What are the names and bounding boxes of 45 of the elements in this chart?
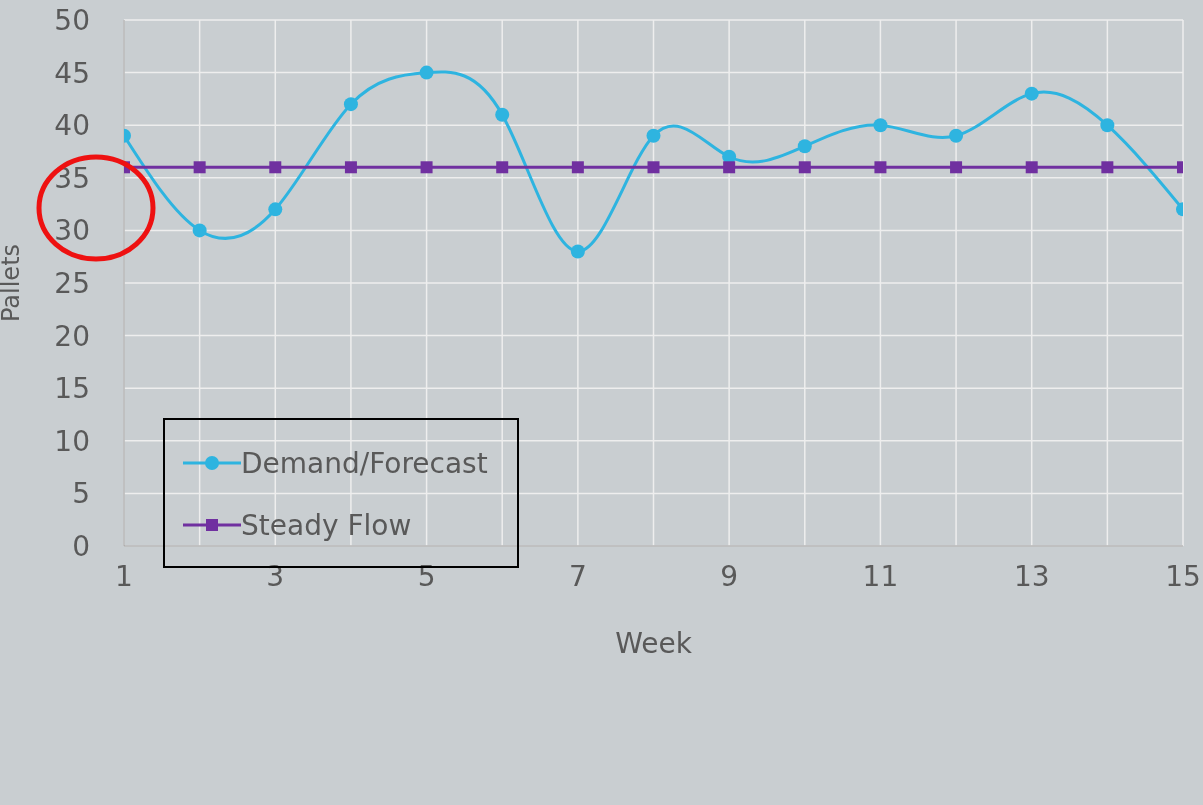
x-tick-label: 9	[720, 559, 739, 593]
y-tick-label: 30	[54, 214, 90, 248]
point	[1101, 161, 1114, 174]
point	[1024, 86, 1039, 101]
point	[874, 161, 887, 174]
point	[192, 223, 207, 238]
x-tick-label: 13	[1013, 559, 1050, 593]
point	[269, 161, 282, 174]
x-axis-title: Week	[615, 627, 693, 660]
point	[949, 128, 964, 143]
legend-label: Steady Flow	[241, 508, 412, 542]
y-tick-label: 0	[72, 529, 90, 563]
y-tick-label: 15	[54, 372, 90, 406]
y-axis-title: Pallets	[0, 243, 25, 323]
y-tick-label: 5	[72, 477, 90, 511]
x-tick-label: 11	[862, 559, 899, 593]
point	[496, 161, 509, 174]
y-tick-label: 45	[54, 56, 90, 90]
point	[343, 97, 358, 112]
point	[798, 161, 811, 174]
point	[571, 161, 584, 174]
point	[950, 161, 963, 174]
point	[495, 107, 510, 122]
point	[420, 161, 433, 174]
point	[873, 118, 888, 133]
point	[268, 202, 283, 217]
point	[1100, 118, 1115, 133]
y-tick-label: 20	[54, 319, 90, 353]
point	[647, 161, 660, 174]
x-tick-label: 15	[1165, 559, 1201, 593]
point	[570, 244, 585, 259]
point	[646, 128, 661, 143]
point	[797, 139, 812, 154]
legend-label: Demand/Forecast	[241, 446, 488, 480]
point	[193, 161, 206, 174]
y-tick-label: 50	[54, 3, 90, 37]
y-tick-label: 25	[54, 266, 90, 300]
y-tick-label: 10	[54, 424, 90, 458]
x-tick-label: 1	[115, 559, 133, 593]
point	[344, 161, 357, 174]
point	[1025, 161, 1038, 174]
x-tick-label: 7	[568, 559, 587, 593]
y-tick-label: 40	[54, 109, 90, 143]
point	[723, 161, 736, 174]
point	[419, 65, 434, 80]
